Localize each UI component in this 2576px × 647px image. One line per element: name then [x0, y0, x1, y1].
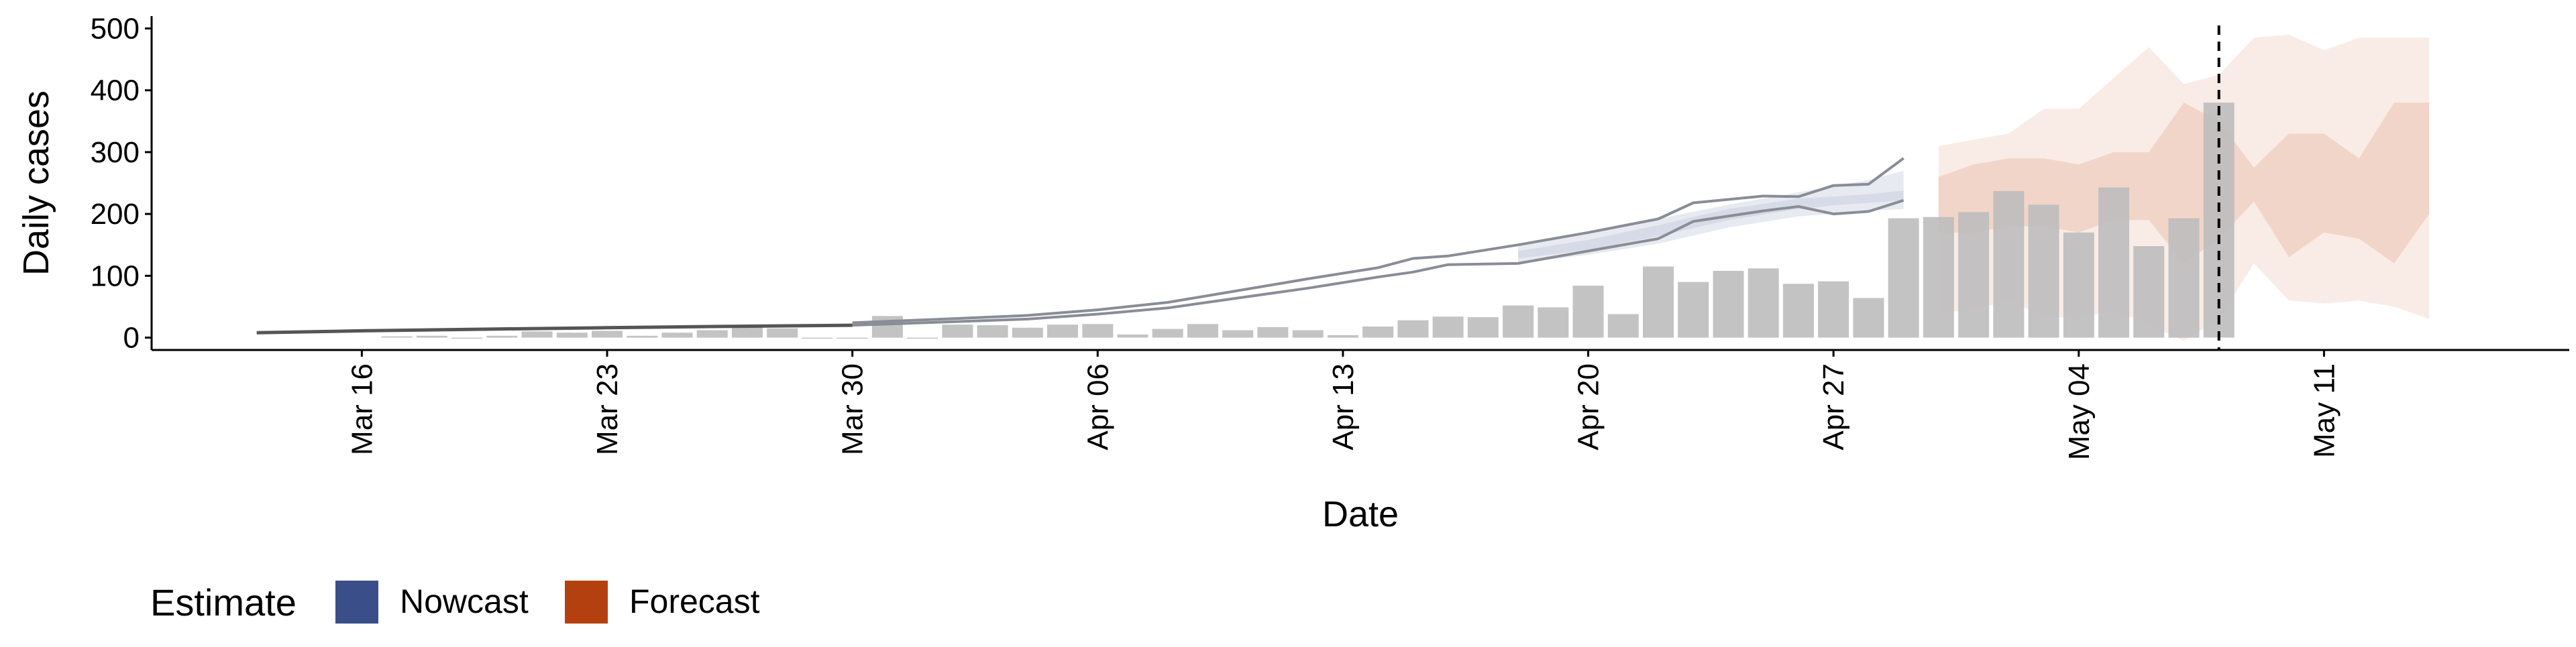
x-tick-label: Mar 30 — [837, 363, 869, 455]
bar-2020-05-06 — [2133, 246, 2165, 338]
bar-2020-03-31 — [871, 316, 903, 338]
bar-2020-04-20 — [1572, 286, 1604, 338]
bar-2020-04-03 — [977, 325, 1008, 338]
bar-2020-05-03 — [2028, 204, 2059, 338]
legend-title: Estimate — [150, 581, 297, 624]
bar-2020-04-07 — [1117, 334, 1148, 338]
y-tick-label: 500 — [91, 12, 140, 45]
x-tick-label: May 11 — [2308, 363, 2341, 458]
bar-2020-04-06 — [1082, 324, 1114, 338]
bar-2020-03-21 — [521, 331, 553, 338]
bar-2020-05-04 — [2063, 232, 2094, 338]
estimate-lower-line — [852, 198, 1904, 327]
bar-2020-03-27 — [732, 327, 763, 338]
axes: 0 100 200 300 400 500 Mar 16 Mar 23 Mar 30 Apr 06… — [16, 12, 2569, 534]
bar-2020-04-18 — [1503, 305, 1534, 338]
x-tick-label: Apr 06 — [1081, 363, 1114, 451]
uncertainty-bands — [1518, 34, 2430, 341]
y-tick-label: 300 — [91, 136, 140, 169]
bar-2020-04-05 — [1047, 325, 1078, 338]
legend: Estimate Nowcast Forecast — [150, 581, 760, 624]
y-tick-label: 200 — [91, 198, 140, 231]
y-tick-label: 400 — [91, 74, 140, 107]
bar-2020-03-20 — [486, 335, 518, 338]
bar-2020-03-22 — [556, 333, 588, 338]
y-axis-title: Daily cases — [16, 91, 56, 276]
bar-2020-04-26 — [1782, 284, 1814, 338]
bar-2020-03-25 — [661, 333, 693, 338]
bar-2020-04-24 — [1713, 271, 1744, 338]
legend-swatch-forecast — [565, 581, 608, 624]
estimate-lines — [256, 25, 2220, 350]
observed-bars — [381, 103, 2235, 339]
x-tick-label: Apr 13 — [1327, 363, 1360, 451]
legend-swatch-nowcast — [335, 581, 378, 624]
bar-2020-03-17 — [381, 336, 413, 338]
bar-2020-03-18 — [416, 335, 447, 338]
x-axis-title: Date — [1322, 494, 1399, 534]
bar-2020-03-19 — [451, 337, 483, 339]
bar-2020-04-21 — [1607, 314, 1639, 338]
bar-2020-04-09 — [1187, 324, 1218, 338]
bar-2020-05-07 — [2168, 218, 2200, 338]
bar-2020-04-27 — [1818, 281, 1849, 338]
bar-2020-04-02 — [942, 325, 973, 338]
forecast-band-inner — [1938, 103, 2430, 263]
bar-2020-04-28 — [1853, 298, 1884, 338]
early-estimate-line — [256, 323, 853, 335]
bar-2020-03-26 — [696, 330, 728, 338]
x-tick-label: Mar 23 — [591, 363, 624, 455]
bar-2020-04-15 — [1397, 320, 1429, 338]
bar-2020-04-12 — [1292, 330, 1324, 338]
x-tick-label: Apr 20 — [1572, 363, 1605, 451]
bar-2020-03-30 — [837, 337, 868, 339]
x-tick-label: May 04 — [2063, 363, 2096, 460]
bar-2020-03-29 — [802, 337, 833, 339]
legend-label-forecast: Forecast — [629, 583, 760, 620]
bar-2020-04-17 — [1467, 317, 1499, 338]
bar-2020-04-25 — [1748, 268, 1779, 338]
bar-2020-05-02 — [1993, 191, 2025, 338]
bar-2020-04-30 — [1923, 217, 1954, 338]
bar-2020-03-24 — [627, 335, 658, 338]
x-tick-label: Mar 16 — [345, 363, 378, 455]
bar-2020-05-05 — [2098, 187, 2129, 338]
bar-2020-04-01 — [907, 337, 938, 339]
x-tick-label: Apr 27 — [1817, 363, 1850, 451]
bar-2020-04-14 — [1362, 327, 1394, 338]
bar-2020-04-11 — [1257, 327, 1289, 338]
bar-2020-03-28 — [767, 328, 798, 338]
bar-2020-04-19 — [1538, 307, 1569, 338]
bar-2020-04-16 — [1432, 316, 1464, 338]
bar-2020-04-04 — [1012, 327, 1043, 338]
bar-2020-04-22 — [1643, 266, 1674, 338]
bar-2020-04-23 — [1678, 282, 1709, 338]
bar-2020-05-01 — [1958, 212, 1990, 338]
bar-2020-04-13 — [1327, 335, 1358, 338]
y-tick-label: 0 — [123, 322, 140, 355]
bar-2020-04-29 — [1888, 218, 1919, 338]
legend-label-nowcast: Nowcast — [400, 583, 529, 620]
estimate-upper-line — [852, 157, 1904, 325]
bar-2020-03-23 — [592, 331, 623, 338]
y-tick-label: 100 — [91, 259, 140, 292]
bar-2020-04-08 — [1152, 329, 1183, 338]
bar-2020-04-10 — [1222, 330, 1254, 338]
